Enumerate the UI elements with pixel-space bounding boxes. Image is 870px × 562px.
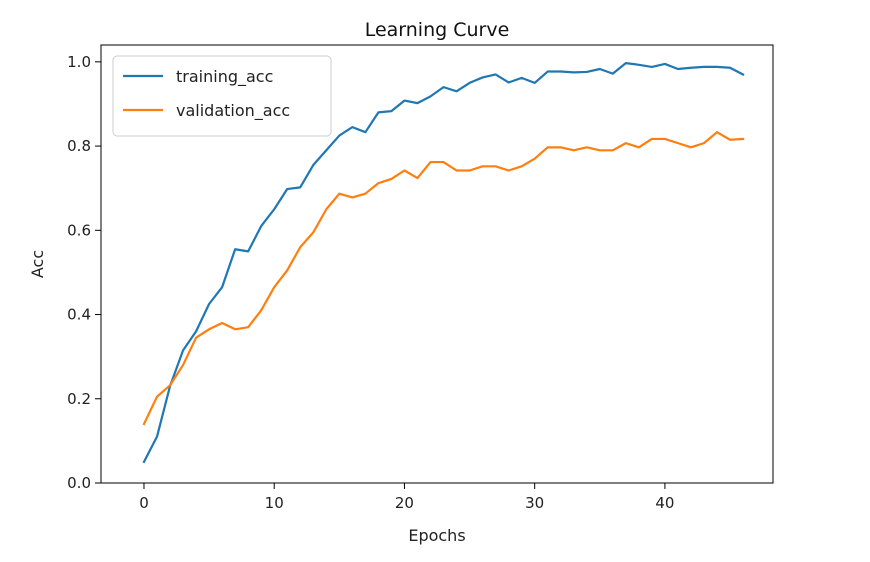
y-axis: 0.0 0.2 0.4 0.6 0.8 1.0: [67, 53, 101, 492]
y-tick-label: 0.6: [67, 221, 91, 239]
legend-label: training_acc: [176, 67, 273, 87]
y-tick-label: 0.2: [67, 390, 91, 408]
plot-frame: [100, 44, 774, 484]
legend-box: [112, 55, 332, 137]
y-axis-label: Acc: [28, 250, 47, 278]
x-axis-label: Epochs: [408, 526, 465, 545]
y-tick-label: 0.0: [67, 474, 91, 492]
series-line-training-acc: [142, 62, 745, 464]
legend: training_acc validation_acc: [112, 55, 332, 137]
y-tick-label: 0.4: [67, 306, 91, 324]
series-layer: [142, 62, 745, 464]
x-tick-label: 0: [139, 494, 149, 512]
y-tick-label: 0.8: [67, 137, 91, 155]
x-tick-label: 30: [525, 494, 544, 512]
y-tick-label: 1.0: [67, 53, 91, 71]
x-axis: 0 10 20 30 40: [139, 483, 674, 512]
series-line-validation-acc: [142, 131, 745, 426]
x-tick-label: 10: [265, 494, 284, 512]
chart-title: Learning Curve: [365, 19, 510, 41]
x-tick-label: 20: [395, 494, 414, 512]
legend-label: validation_acc: [176, 101, 290, 121]
x-tick-label: 40: [655, 494, 674, 512]
